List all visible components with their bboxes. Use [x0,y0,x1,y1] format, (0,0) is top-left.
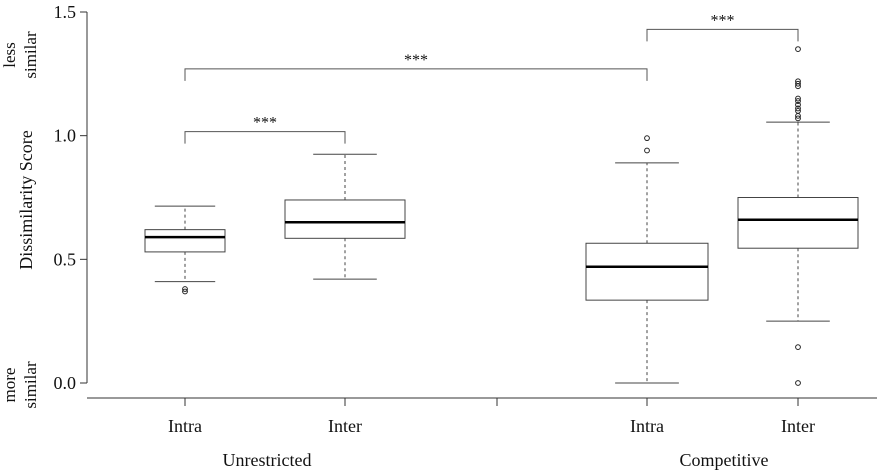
x-category-label: Intra [630,416,664,436]
x-category-label: Intra [168,416,202,436]
y-tick-label: 1.5 [54,2,77,22]
bottom-note-line-1: more [0,368,19,403]
box-marks [145,47,858,386]
significance-bracket: *** [185,115,345,144]
significance-label: *** [711,12,735,29]
bracket-line [647,29,798,41]
bracket-line [185,132,345,144]
box-competitive-intra [586,136,708,383]
bracket-line [185,69,647,81]
box-iqr [285,200,405,238]
y-tick-label: 0.0 [54,373,77,393]
significance-bracket: *** [185,52,647,81]
x-group-label: Competitive [680,450,769,470]
outlier-point [796,345,801,350]
outlier-point [796,381,801,386]
top-note-line-2: similar [21,31,40,79]
box-iqr [586,243,708,300]
box-iqr [145,230,225,252]
y-tick-label: 0.5 [54,249,77,269]
significance-label: *** [404,52,428,69]
x-category-label: Inter [328,416,362,436]
x-group-label: Unrestricted [223,450,312,470]
outlier-point [645,148,650,153]
significance-label: *** [253,115,277,132]
outlier-point [796,47,801,52]
box-unrestricted-inter [285,154,405,279]
bottom-note-line-2: similar [21,361,40,409]
x-category-label: Inter [781,416,815,436]
top-note-line-1: less [0,42,19,68]
box-iqr [738,198,858,249]
outlier-point [645,136,650,141]
box-competitive-inter [738,47,858,386]
significance-brackets: *** *** *** [185,12,798,143]
y-tick-label: 1.0 [54,126,77,146]
y-axis-title: Dissimilarity Score [16,130,36,269]
box-unrestricted-intra [145,206,225,294]
significance-bracket: *** [647,12,798,41]
